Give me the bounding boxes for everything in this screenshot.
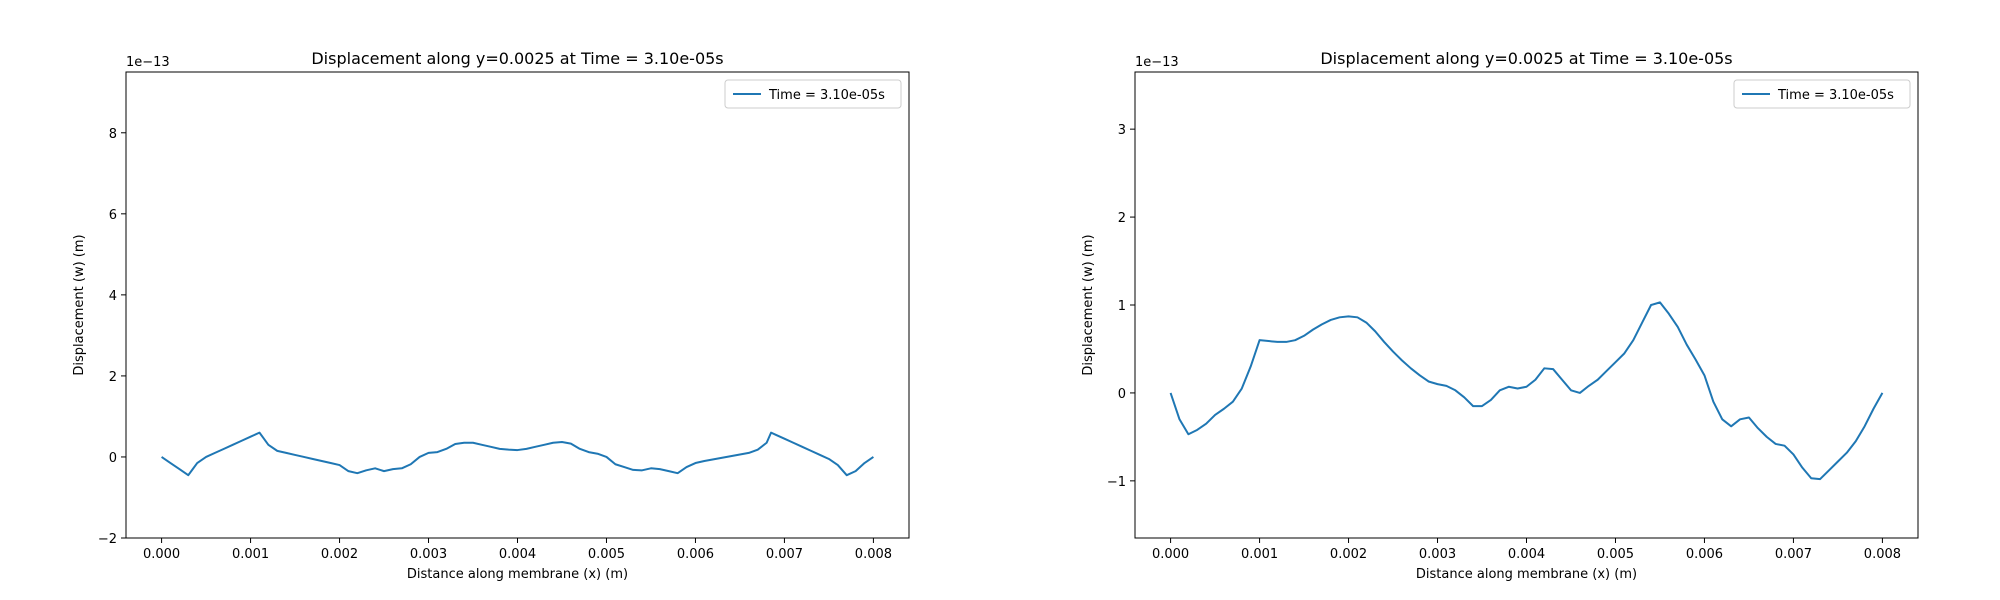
- x-tick-label: 0.005: [1597, 547, 1634, 562]
- x-tick-label: 0.007: [766, 547, 803, 562]
- legend-box: [1733, 79, 1911, 109]
- x-tick-label: 0.001: [232, 547, 269, 562]
- legend-box: [724, 79, 902, 109]
- y-tick-label: 6: [109, 208, 117, 223]
- left-chart-panel: 0.000 0.001 0.002 0.003 0.004 0.005 0.006 0.007…: [72, 49, 910, 582]
- right-chart-panel: 0.000 0.001 0.002 0.003 0.004 0.005 0.006 0.007…: [1081, 49, 1919, 582]
- y-tick-label: 3: [1118, 123, 1126, 138]
- x-tick-label: 0.005: [588, 547, 625, 562]
- x-tick-label: 0.004: [1508, 547, 1545, 562]
- legend-label: Time = 3.10e-05s: [768, 88, 885, 103]
- y-tick-label: 0: [1118, 387, 1126, 402]
- x-tick-label: 0.002: [1330, 547, 1367, 562]
- y-tick-label: 1: [1118, 299, 1126, 314]
- x-tick-label: 0.000: [1152, 547, 1189, 562]
- y-tick-label: 2: [1118, 211, 1126, 226]
- y-tick-label: 0: [109, 451, 117, 466]
- x-tick-label: 0.007: [1775, 547, 1812, 562]
- chart-title: Displacement along y=0.0025 at Time = 3.…: [311, 49, 723, 68]
- x-axis-label: Distance along membrane (x) (m): [1416, 567, 1637, 582]
- y-tick-label: −2: [98, 532, 117, 547]
- legend: Time = 3.10e-05s: [1733, 79, 1911, 109]
- x-tick-label: 0.006: [1686, 547, 1723, 562]
- legend-label: Time = 3.10e-05s: [1777, 88, 1894, 103]
- x-tick-label: 0.008: [1864, 547, 1901, 562]
- y-offset-text: 1e−13: [1135, 55, 1179, 70]
- y-axis-label: Displacement (w) (m): [72, 234, 87, 375]
- y-offset-text: 1e−13: [126, 55, 170, 70]
- y-tick-label: 2: [109, 370, 117, 385]
- x-tick-label: 0.002: [321, 547, 358, 562]
- x-tick-label: 0.003: [410, 547, 447, 562]
- chart-title: Displacement along y=0.0025 at Time = 3.…: [1320, 49, 1732, 68]
- y-tick-label: 8: [109, 127, 117, 142]
- y-axis-label: Displacement (w) (m): [1081, 234, 1096, 375]
- series-line: [161, 431, 874, 477]
- x-tick-label: 0.001: [1241, 547, 1278, 562]
- x-tick-label: 0.004: [499, 547, 536, 562]
- y-tick-label: 4: [109, 289, 117, 304]
- series-line: [1169, 301, 1884, 481]
- y-tick-label: −1: [1107, 475, 1126, 490]
- x-tick-label: 0.008: [855, 547, 892, 562]
- x-axis-label: Distance along membrane (x) (m): [407, 567, 628, 582]
- x-tick-label: 0.003: [1419, 547, 1456, 562]
- x-tick-label: 0.006: [677, 547, 714, 562]
- legend: Time = 3.10e-05s: [724, 79, 902, 109]
- x-tick-label: 0.000: [143, 547, 180, 562]
